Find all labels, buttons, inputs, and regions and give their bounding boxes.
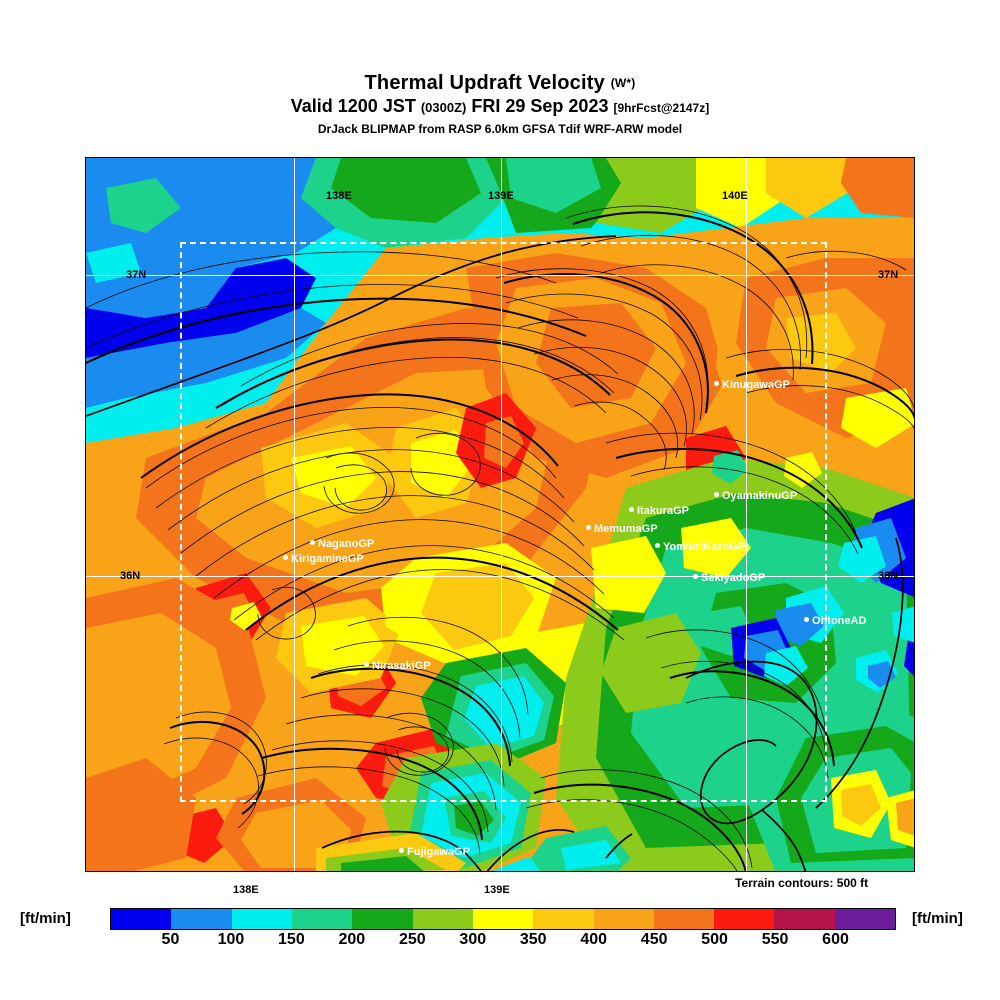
- colorbar-segment-5: [412, 909, 473, 929]
- station-label: MemumaGP: [594, 523, 658, 535]
- colorbar-segment-0: [111, 909, 172, 929]
- lon-label-140E: 140E: [722, 190, 748, 202]
- station-dot-icon: [283, 555, 288, 560]
- station-NirasakiGP[interactable]: NirasakiGP: [364, 656, 431, 674]
- colorbar-tick-50: 50: [161, 931, 180, 948]
- colorbar-segment-11: [774, 909, 835, 929]
- station-dot-icon: [399, 848, 404, 853]
- station-label: SekiyadoGP: [701, 572, 766, 584]
- title-block: Thermal Updraft Velocity (W*) Valid 1200…: [0, 72, 1000, 137]
- station-label: OhtoneAD: [812, 615, 867, 627]
- colorbar-segment-1: [171, 909, 232, 929]
- gridline-37N: [86, 275, 914, 276]
- axis-label-138E: 138E: [233, 884, 259, 896]
- station-label: NirasakiGP: [372, 660, 431, 672]
- colorbar-tick-550: 550: [761, 931, 789, 948]
- station-KirigamineGP[interactable]: KirigamineGP: [283, 549, 364, 567]
- model-source-line: DrJack BLIPMAP from RASP 6.0km GFSA Tdif…: [317, 122, 683, 136]
- colorbar-segment-2: [231, 909, 292, 929]
- map-canvas[interactable]: 138E 139E 140E 37N 36N 37N 36N NaganoGP …: [85, 157, 915, 872]
- colorbar-tick-250: 250: [398, 931, 426, 948]
- page-title: Thermal Updraft Velocity (W*): [0, 72, 1000, 94]
- station-dot-icon: [364, 662, 369, 667]
- colorbar-segment-10: [714, 909, 775, 929]
- colorbar-tick-100: 100: [217, 931, 245, 948]
- colorbar-segment-12: [834, 909, 896, 929]
- colorbar-unit-right: [ft/min]: [912, 910, 963, 927]
- station-dot-icon: [629, 507, 634, 512]
- colorbar-tick-200: 200: [338, 931, 366, 948]
- station-OhtoneAD[interactable]: OhtoneAD: [804, 611, 866, 629]
- colorbar-tick-350: 350: [519, 931, 547, 948]
- valid-date: FRI 29 Sep 2023: [471, 96, 609, 116]
- colorbar-region: [ft/min] 50 100 150 200 250 300 350 400 450 500 55…: [0, 900, 1000, 960]
- station-dot-icon: [804, 617, 809, 622]
- station-OyamakinuGP[interactable]: OyamakinuGP: [714, 486, 797, 504]
- colorbar-tick-450: 450: [640, 931, 668, 948]
- colorbar-segment-7: [533, 909, 594, 929]
- station-label: KinugawaGP: [722, 379, 790, 391]
- lon-label-139E: 139E: [488, 190, 514, 202]
- station-label: YomiuriKazoGP: [663, 541, 746, 553]
- station-NaganoGP[interactable]: NaganoGP: [310, 534, 374, 552]
- colorbar-segment-6: [472, 909, 534, 929]
- valid-utc: (0300Z): [420, 100, 467, 115]
- lat-label-37N-right: 37N: [878, 269, 899, 281]
- forecast-tag: [9hrFcst@2147z]: [613, 101, 710, 115]
- station-dot-icon: [693, 574, 698, 579]
- station-label: OyamakinuGP: [722, 490, 798, 502]
- title-text: Thermal Updraft Velocity: [364, 72, 605, 94]
- lon-label-138E: 138E: [326, 190, 352, 202]
- colorbar-segment-8: [593, 909, 654, 929]
- colorbar-unit-left: [ft/min]: [20, 910, 71, 927]
- station-MemumaGP[interactable]: MemumaGP: [586, 519, 658, 537]
- colorbar-segment-9: [653, 909, 715, 929]
- colorbar-segment-4: [352, 909, 413, 929]
- station-label: FujigawaGP: [407, 846, 470, 858]
- station-label: NaganoGP: [318, 538, 375, 550]
- station-dot-icon: [655, 543, 660, 548]
- axis-label-139E: 139E: [484, 884, 510, 896]
- station-label: KirigamineGP: [291, 553, 364, 565]
- station-dot-icon: [714, 381, 719, 386]
- station-dot-icon: [714, 492, 719, 497]
- gridline-140E: [746, 158, 747, 871]
- station-label: ItakuraGP: [637, 505, 689, 517]
- station-dot-icon: [586, 525, 591, 530]
- terrain-contour-note: Terrain contours: 500 ft: [735, 876, 869, 890]
- station-KinugawaGP[interactable]: KinugawaGP: [714, 375, 790, 393]
- station-FujigawaGP[interactable]: FujigawaGP: [399, 842, 470, 860]
- title-superscript: (W*): [610, 76, 636, 90]
- colorbar-tick-300: 300: [459, 931, 487, 948]
- valid-jst: Valid 1200 JST: [290, 96, 416, 116]
- colorbar-tick-400: 400: [580, 931, 608, 948]
- colorbar-tick-600: 600: [822, 931, 849, 948]
- station-SekiyadoGP[interactable]: SekiyadoGP: [693, 568, 765, 586]
- lat-label-36N-left: 36N: [120, 570, 141, 582]
- colorbar-ticks: 50 100 150 200 250 300 350 400 450 500 550 600: [110, 931, 896, 953]
- colorbar-segment-3: [291, 909, 353, 929]
- station-dot-icon: [310, 540, 315, 545]
- gridline-138E: [294, 158, 295, 871]
- colorbar-tick-150: 150: [278, 931, 305, 948]
- valid-time-line: Valid 1200 JST (0300Z) FRI 29 Sep 2023 […: [0, 95, 1000, 119]
- gridline-36N: [86, 576, 914, 577]
- colorbar-tick-500: 500: [701, 931, 728, 948]
- colorbar[interactable]: [110, 908, 896, 930]
- station-ItakuraGP[interactable]: ItakuraGP: [629, 501, 689, 519]
- gridline-139E: [501, 158, 502, 871]
- lat-label-37N-left: 37N: [126, 269, 147, 281]
- station-YomiuriKazoGP[interactable]: YomiuriKazoGP: [655, 537, 745, 555]
- lat-label-36N-right: 36N: [878, 570, 899, 582]
